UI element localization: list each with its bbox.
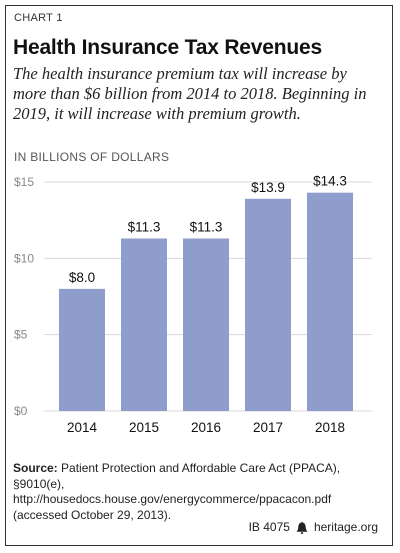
site-name: heritage.org	[313, 520, 378, 534]
bar-2018	[307, 192, 353, 411]
x-tick-label-2014: 2014	[67, 420, 98, 435]
footer: IB 4075 heritage.org	[249, 520, 378, 534]
source-text: Patient Protection and Affordable Care A…	[13, 461, 341, 522]
bar-2014	[59, 288, 105, 411]
bar-2017	[245, 198, 291, 411]
y-tick-label: $5	[14, 328, 28, 342]
data-label-2016: $11.3	[190, 219, 223, 234]
data-label-2018: $14.3	[313, 174, 347, 189]
x-tick-label-2016: 2016	[191, 420, 221, 435]
chart-number-label: CHART 1	[14, 12, 63, 24]
liberty-bell-icon	[296, 521, 308, 534]
data-label-2014: $8.0	[69, 270, 95, 285]
y-tick-label: $15	[14, 175, 34, 189]
units-label: IN BILLIONS OF DOLLARS	[14, 150, 170, 164]
x-tick-label-2018: 2018	[315, 420, 345, 435]
data-label-2017: $13.9	[251, 180, 285, 195]
source-label: Source:	[13, 461, 58, 475]
bar-2015	[121, 238, 167, 411]
y-tick-label: $0	[14, 404, 28, 418]
data-label-2015: $11.3	[128, 219, 161, 234]
x-tick-label-2015: 2015	[129, 420, 159, 435]
chart-title: Health Insurance Tax Revenues	[13, 36, 322, 59]
y-tick-label: $10	[14, 251, 34, 265]
report-id: IB 4075	[248, 520, 290, 534]
bar-2016	[183, 238, 229, 411]
source-note: Source: Patient Protection and Affordabl…	[13, 461, 385, 523]
chart-subtitle: The health insurance premium tax will in…	[13, 64, 367, 123]
x-tick-label-2017: 2017	[253, 420, 283, 435]
